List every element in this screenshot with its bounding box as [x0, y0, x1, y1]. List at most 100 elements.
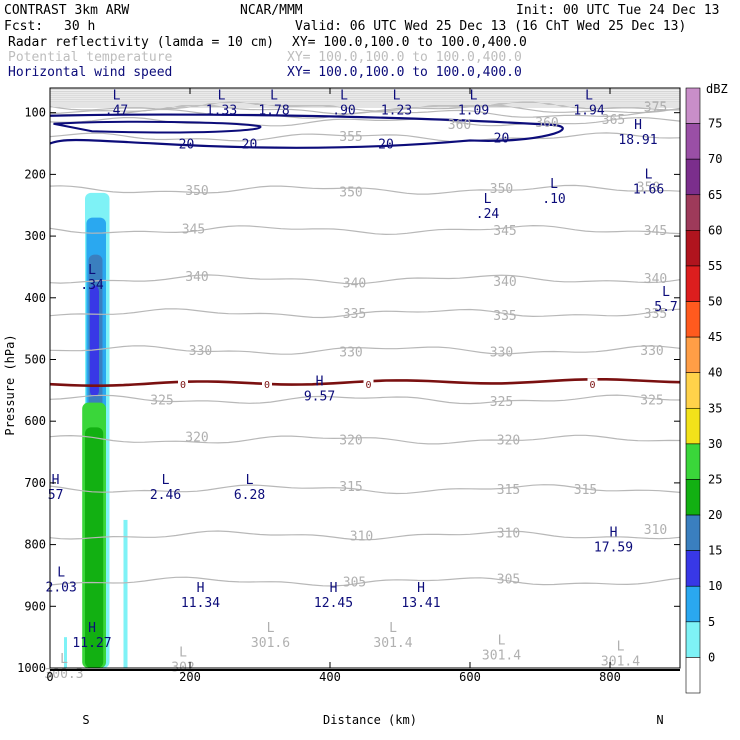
extremum-marker: L [60, 652, 68, 667]
contour-label: 335 [343, 307, 366, 322]
field-wind: Horizontal wind speed [8, 65, 173, 80]
extremum-marker: H [88, 621, 96, 636]
freezing-level-label-bg [178, 378, 188, 390]
contour-label: 330 [640, 344, 663, 359]
colorbar-label: 10 [708, 579, 722, 593]
extremum-marker: L [179, 646, 187, 661]
x-tick-label: 400 [319, 670, 341, 684]
extremum-value: 12.45 [314, 596, 353, 611]
extremum-value: .90 [332, 104, 355, 119]
contour-label: 320 [339, 434, 362, 449]
y-tick-label: 300 [24, 229, 46, 243]
contour-label: 310 [497, 526, 520, 541]
extremum-value: .24 [476, 207, 500, 222]
colorbar-label: 75 [708, 117, 722, 131]
extremum-value: 6.28 [234, 488, 265, 503]
contour-label: 345 [182, 223, 205, 238]
colorbar-unit: dBZ [706, 82, 728, 96]
init-time: Init: 00 UTC Tue 24 Dec 13 [516, 3, 720, 18]
colorbar-swatch [685, 301, 701, 338]
contour-label: 310 [644, 523, 667, 538]
x-end-label-south: S [82, 713, 89, 727]
valid-time: Valid: 06 UTC Wed 25 Dec 13 (16 ChT Wed … [295, 19, 687, 34]
extremum-value: 11.34 [181, 596, 220, 611]
extremum-value: 1.78 [258, 104, 289, 119]
extremum-marker: L [498, 633, 506, 648]
theta-contour-320 [49, 434, 681, 445]
contour-label: 325 [150, 394, 173, 409]
colorbar-swatch [685, 87, 701, 124]
extremum-marker: L [389, 621, 397, 636]
contour-label: 320 [497, 434, 520, 449]
theta-contour-305 [49, 576, 681, 587]
y-tick-label: 900 [24, 599, 46, 613]
contour-label: 20 [242, 138, 258, 153]
extremum-value: 1.23 [381, 104, 412, 119]
contour-label: 335 [493, 309, 516, 324]
contour-label: 325 [640, 394, 663, 409]
colorbar-swatch [685, 550, 701, 587]
extremum-marker: L [393, 89, 401, 104]
x-tick-label: 600 [459, 670, 481, 684]
theta-contour-350 [49, 184, 681, 195]
extremum-value: 1.66 [633, 183, 664, 198]
contour-label: 325 [490, 395, 513, 410]
extremum-marker: L [270, 89, 278, 104]
y-tick-label: 400 [24, 291, 46, 305]
extremum-marker: L [585, 89, 593, 104]
contour-label: 340 [343, 276, 366, 291]
extremum-marker: L [246, 473, 254, 488]
x-end-label-north: N [656, 713, 663, 727]
colorbar-swatch [685, 123, 701, 160]
colorbar-label: 0 [708, 650, 715, 664]
colorbar-swatch [685, 372, 701, 409]
y-tick-label: 100 [24, 106, 46, 120]
extremum-marker: L [162, 473, 170, 488]
org-label: NCAR/MMM [240, 3, 303, 18]
colorbar-swatch [685, 443, 701, 480]
extremum-marker: H [417, 581, 425, 596]
extremum-marker: H [610, 525, 618, 540]
colorbar-label: 45 [708, 330, 722, 344]
extremum-marker: L [662, 285, 670, 300]
colorbar-label: 50 [708, 295, 722, 309]
colorbar-swatch [685, 657, 701, 694]
extremum-marker: L [340, 89, 348, 104]
extremum-value: .10 [542, 192, 565, 207]
contour-label: 350 [490, 182, 513, 197]
contour-label: 335 [644, 307, 667, 322]
y-tick-label: 200 [24, 167, 46, 181]
extremum-marker: L [113, 89, 121, 104]
colorbar-label: 35 [708, 401, 722, 415]
x-axis-title: Distance (km) [323, 713, 417, 727]
colorbar-swatch [685, 514, 701, 551]
plot-frame [49, 87, 681, 669]
contour-label: 20 [378, 138, 394, 153]
colorbar-swatch [685, 194, 701, 231]
freezing-level-label-bg [262, 378, 272, 390]
colorbar-swatch [685, 265, 701, 302]
contour-label: 355 [339, 130, 362, 145]
extremum-value: 13.41 [401, 596, 440, 611]
extremum-marker: L [617, 640, 625, 655]
colorbar-swatch [685, 479, 701, 516]
contour-label: 375 [644, 101, 667, 116]
reflectivity-streak [123, 519, 128, 668]
extremum-value: 1.94 [573, 104, 604, 119]
theta-contour-310 [49, 530, 681, 541]
extremum-value: 17.59 [594, 540, 633, 555]
freezing-level-label: 0 [180, 380, 186, 391]
field-reflectivity: Radar reflectivity (lamda = 10 cm) [8, 35, 275, 50]
extremum-value: .47 [105, 104, 128, 119]
freezing-level-label-bg [363, 378, 374, 390]
extremum-value: 1.33 [206, 104, 237, 119]
contour-label: 345 [493, 224, 516, 239]
colorbar-label: 65 [708, 188, 722, 202]
extremum-marker: H [316, 374, 324, 389]
fcst-value: 30 h [64, 19, 96, 34]
y-tick-label: 1000 [17, 661, 46, 675]
extremum-value: 11.27 [72, 636, 111, 651]
colorbar-swatch [685, 336, 701, 374]
y-tick-label: 700 [24, 476, 46, 490]
